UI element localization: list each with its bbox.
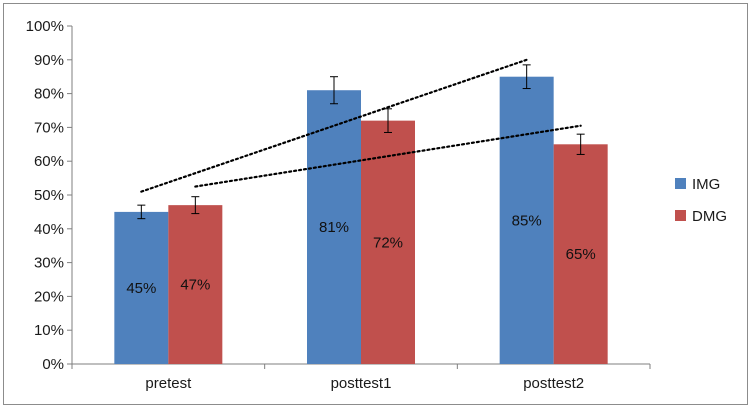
x-tick-label: posttest1: [331, 375, 392, 392]
y-tick-label: 90%: [34, 52, 64, 69]
y-tick-label: 80%: [34, 86, 64, 103]
y-tick-label: 0%: [42, 356, 64, 373]
legend-label-img: IMG: [692, 176, 720, 193]
legend-swatch-dmg: [675, 210, 686, 221]
x-tick-label: posttest2: [523, 375, 584, 392]
bar-img-pretest: [114, 211, 169, 364]
legend-label-dmg: DMG: [692, 208, 727, 225]
y-tick-label: 30%: [34, 255, 64, 272]
data-label: 81%: [319, 219, 349, 236]
data-label: 85%: [512, 212, 542, 229]
y-tick-label: 100%: [26, 18, 64, 35]
bar-img-posttest2: [499, 76, 554, 364]
y-tick-label: 40%: [34, 221, 64, 238]
bar-img-posttest1: [307, 90, 361, 364]
trendline-dmg: [194, 124, 582, 188]
y-tick-label: 60%: [34, 153, 64, 170]
trendline-img: [140, 58, 528, 193]
y-tick-label: 70%: [34, 119, 64, 136]
bar-dmg-pretest: [168, 205, 223, 364]
y-tick-label: 10%: [34, 322, 64, 339]
data-label: 65%: [566, 246, 596, 263]
data-label: 47%: [180, 277, 210, 294]
legend-swatch-img: [675, 178, 686, 189]
y-tick-label: 50%: [34, 187, 64, 204]
bar-dmg-posttest2: [553, 144, 608, 364]
x-tick-label: pretest: [145, 375, 192, 392]
bar-dmg-posttest1: [361, 120, 415, 364]
data-label: 72%: [373, 234, 403, 251]
y-tick-label: 20%: [34, 288, 64, 305]
data-label: 45%: [126, 280, 156, 297]
